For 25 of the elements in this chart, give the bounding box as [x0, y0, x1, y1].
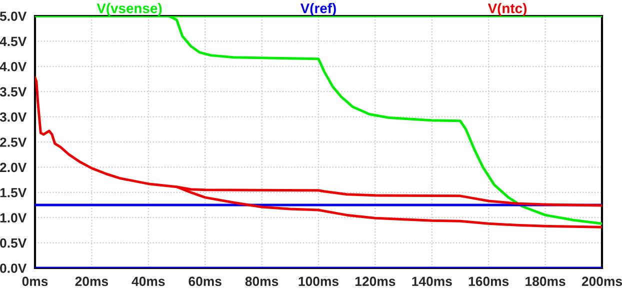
y-tick-label: 1.0V: [0, 213, 27, 223]
x-tick-label: 140ms: [412, 276, 452, 286]
text: V(ntc): [488, 3, 526, 16]
x-tick-label: 40ms: [132, 276, 165, 286]
y-tick-label: 2.5V: [0, 138, 27, 147]
x-tick-label: 20ms: [75, 276, 108, 286]
y-tick-label: 3.5V: [0, 87, 27, 97]
text: V(ref): [300, 3, 336, 16]
y-tick-label: 3.0V: [0, 112, 27, 122]
y-tick-label: 0.5V: [0, 238, 27, 248]
y-tick-label: 1.5V: [0, 188, 27, 198]
x-tick-label: 60ms: [188, 276, 222, 286]
x-tick-label: 200ms: [582, 276, 622, 286]
x-tick-label: 80ms: [245, 276, 278, 286]
x-tick-label: 100ms: [298, 276, 338, 286]
y-tick-label: 4.0V: [0, 62, 27, 72]
y-tick-label: 4.5V: [0, 36, 27, 46]
y-tick-label: 5.0V: [0, 12, 27, 21]
series-label: V(vsense): [96, 3, 162, 16]
x-tick-label: 120ms: [355, 276, 396, 286]
x-tick-label: 0ms: [22, 276, 48, 286]
y-tick-label: 0.0V: [0, 264, 27, 273]
x-tick-label: 180ms: [526, 276, 566, 286]
x-tick-label: 160ms: [468, 276, 509, 286]
y-tick-label: 2.0V: [0, 162, 27, 172]
